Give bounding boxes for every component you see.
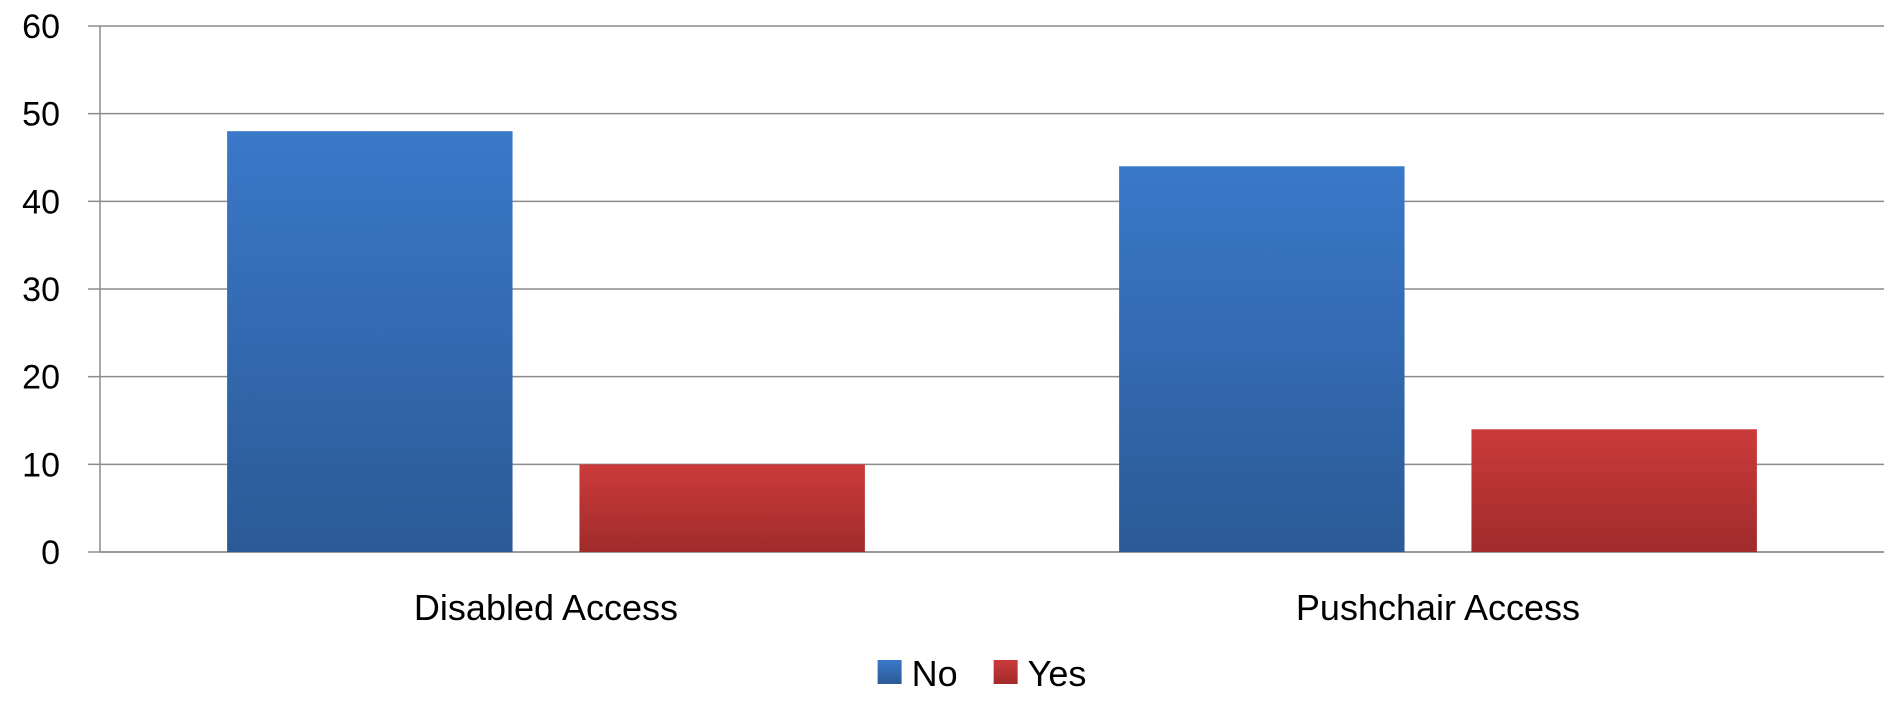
y-tick-label: 40 [22, 183, 60, 221]
legend-swatch [993, 660, 1018, 684]
legend: No Yes [877, 653, 1087, 694]
bar-no-disabled-access [227, 131, 513, 552]
bar-yes-disabled-access [579, 464, 865, 552]
legend-label: Yes [1028, 653, 1087, 694]
x-category-label: Disabled Access [414, 587, 678, 628]
bar-no-pushchair-access [1119, 166, 1405, 552]
y-tick-label: 50 [22, 96, 60, 134]
legend-item-yes: Yes [993, 653, 1087, 694]
y-tick-label: 60 [22, 8, 60, 46]
bars [227, 131, 1757, 552]
x-category-label: Pushchair Access [1296, 587, 1580, 628]
y-tick-label: 10 [22, 446, 60, 484]
legend-label: No [912, 653, 958, 694]
y-tick-label: 30 [22, 271, 60, 309]
legend-item-no: No [877, 653, 958, 694]
bar-yes-pushchair-access [1471, 429, 1757, 552]
labels: 0 10 20 30 40 50 60 Disabled Access Pushchair Ac… [22, 8, 1580, 628]
y-tick-label: 20 [22, 359, 60, 397]
y-tick-label: 0 [41, 534, 60, 572]
legend-swatch [877, 660, 902, 684]
